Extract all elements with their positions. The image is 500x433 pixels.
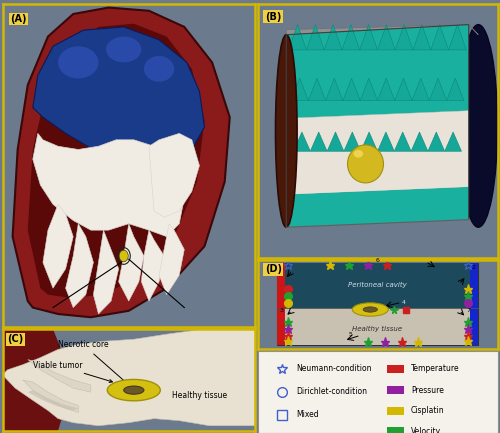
Text: 6: 6 — [376, 259, 380, 263]
Text: (A): (A) — [10, 14, 26, 24]
Text: (C): (C) — [8, 334, 24, 344]
Polygon shape — [43, 204, 73, 288]
Polygon shape — [286, 139, 469, 194]
Polygon shape — [286, 111, 469, 194]
Polygon shape — [306, 25, 324, 50]
Circle shape — [124, 386, 144, 394]
Polygon shape — [28, 390, 78, 410]
Bar — [276, 263, 285, 345]
Text: 2: 2 — [472, 265, 476, 270]
Polygon shape — [324, 25, 342, 50]
Polygon shape — [428, 132, 444, 151]
Text: Mixed: Mixed — [296, 410, 318, 420]
Ellipse shape — [276, 35, 297, 227]
Polygon shape — [342, 25, 359, 50]
Polygon shape — [343, 78, 360, 100]
Bar — [276, 263, 478, 345]
Ellipse shape — [106, 37, 142, 62]
Bar — [387, 386, 404, 394]
Ellipse shape — [459, 25, 498, 227]
Text: Neumann-condition: Neumann-condition — [296, 364, 372, 373]
Polygon shape — [288, 25, 306, 50]
Polygon shape — [33, 27, 204, 159]
Polygon shape — [360, 132, 378, 151]
Polygon shape — [310, 132, 327, 151]
Polygon shape — [2, 329, 73, 431]
Polygon shape — [118, 224, 144, 301]
Text: Peritoneal cavity: Peritoneal cavity — [348, 281, 407, 288]
Circle shape — [363, 307, 378, 312]
Bar — [470, 263, 478, 345]
Text: Healthy tissue: Healthy tissue — [352, 326, 403, 332]
Polygon shape — [159, 224, 184, 294]
Polygon shape — [33, 133, 184, 236]
Polygon shape — [360, 78, 378, 100]
Polygon shape — [291, 78, 308, 100]
Polygon shape — [413, 25, 431, 50]
Polygon shape — [149, 133, 200, 217]
Text: 7: 7 — [466, 308, 470, 313]
Polygon shape — [22, 380, 78, 413]
Polygon shape — [327, 132, 344, 151]
Polygon shape — [344, 132, 360, 151]
Polygon shape — [411, 132, 428, 151]
Polygon shape — [395, 78, 412, 100]
Circle shape — [352, 303, 388, 316]
Polygon shape — [28, 359, 91, 392]
Ellipse shape — [354, 150, 363, 158]
Polygon shape — [326, 78, 343, 100]
Bar — [276, 308, 478, 345]
Polygon shape — [396, 25, 413, 50]
Text: Velocity: Velocity — [411, 427, 441, 433]
Polygon shape — [446, 78, 464, 100]
Ellipse shape — [144, 56, 174, 82]
Text: (B): (B) — [264, 12, 281, 22]
Text: Cisplatin: Cisplatin — [411, 406, 444, 415]
Polygon shape — [2, 329, 255, 426]
Polygon shape — [66, 224, 94, 307]
Text: 5: 5 — [348, 332, 352, 337]
Text: Pressure: Pressure — [411, 386, 444, 395]
Text: 3: 3 — [279, 308, 283, 313]
Bar — [387, 427, 404, 433]
Polygon shape — [378, 132, 394, 151]
Polygon shape — [286, 25, 469, 227]
Bar — [276, 263, 478, 308]
Polygon shape — [394, 132, 411, 151]
Polygon shape — [431, 25, 448, 50]
Text: 1: 1 — [279, 265, 283, 270]
Text: (D): (D) — [264, 264, 281, 274]
Polygon shape — [378, 78, 395, 100]
Text: Dirichlet-condition: Dirichlet-condition — [296, 388, 367, 396]
Bar — [387, 407, 404, 415]
Polygon shape — [444, 132, 462, 151]
Text: Viable tumor: Viable tumor — [33, 361, 112, 382]
Polygon shape — [308, 78, 326, 100]
Polygon shape — [12, 7, 230, 317]
Polygon shape — [28, 24, 204, 298]
Polygon shape — [360, 25, 378, 50]
Polygon shape — [286, 25, 478, 35]
Text: Healthy tissue: Healthy tissue — [172, 391, 227, 400]
Text: Temperature: Temperature — [411, 364, 460, 373]
Polygon shape — [448, 25, 466, 50]
Text: Necrotic core: Necrotic core — [58, 340, 128, 385]
Circle shape — [108, 379, 160, 401]
Polygon shape — [294, 132, 310, 151]
Polygon shape — [378, 25, 396, 50]
Polygon shape — [430, 78, 446, 100]
Bar — [387, 365, 404, 373]
Text: 4: 4 — [402, 300, 406, 305]
Polygon shape — [142, 230, 164, 301]
Circle shape — [119, 250, 128, 262]
Polygon shape — [412, 78, 430, 100]
Ellipse shape — [58, 46, 98, 78]
Polygon shape — [94, 230, 118, 314]
Circle shape — [348, 145, 384, 183]
